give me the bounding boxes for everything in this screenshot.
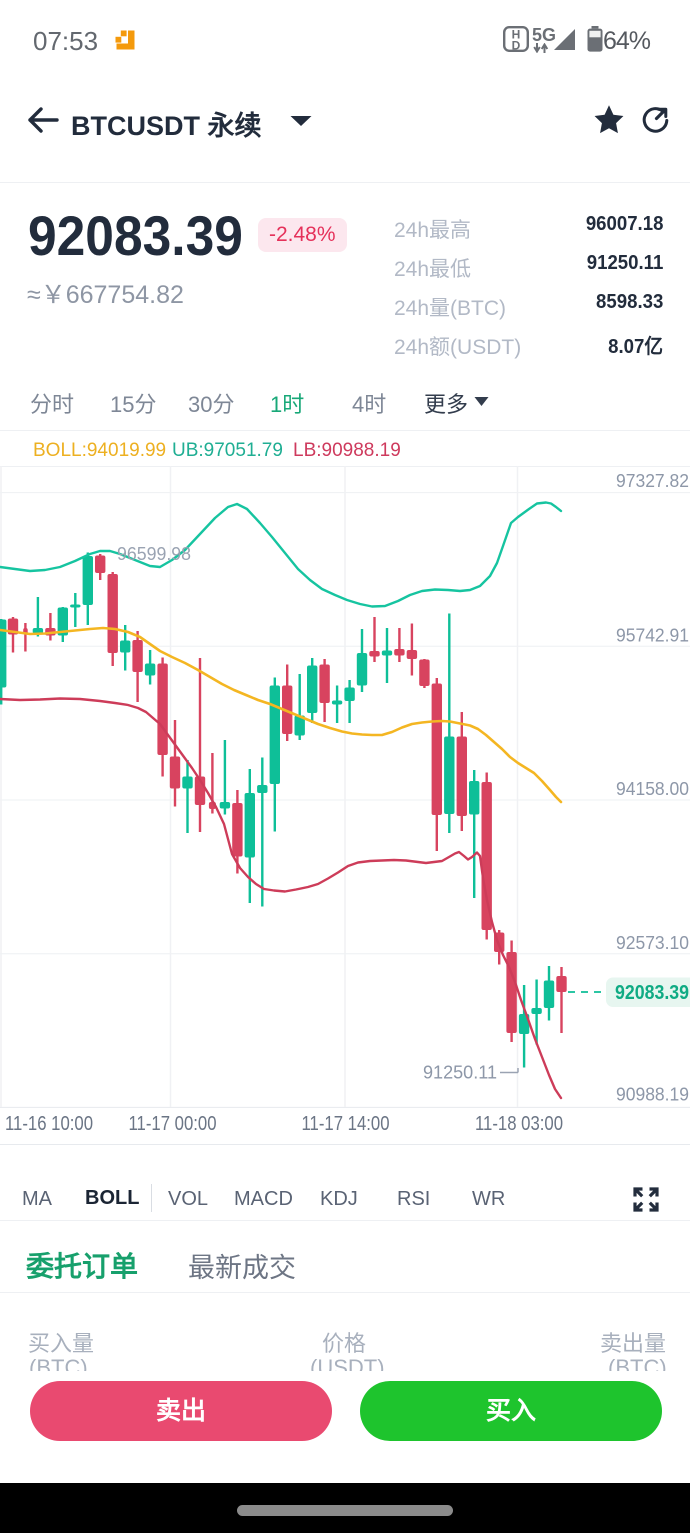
svg-text:97327.82: 97327.82 <box>616 471 689 491</box>
svg-text:95742.91: 95742.91 <box>616 626 689 646</box>
svg-text:H: H <box>512 28 521 42</box>
svg-text:D: D <box>512 39 521 53</box>
svg-text:90988.19: 90988.19 <box>616 1085 689 1105</box>
svg-text:11-18 03:00: 11-18 03:00 <box>475 1113 563 1135</box>
svg-text:92573.10: 92573.10 <box>616 933 689 953</box>
svg-text:96599.98: 96599.98 <box>117 544 191 564</box>
svg-text:91250.11: 91250.11 <box>423 1063 497 1083</box>
svg-text:11-17 14:00: 11-17 14:00 <box>302 1113 390 1135</box>
svg-text:92083.39: 92083.39 <box>615 982 689 1004</box>
svg-text:11-17 00:00: 11-17 00:00 <box>129 1113 217 1135</box>
svg-text:94158.00: 94158.00 <box>616 779 689 799</box>
svg-text:11-16 10:00: 11-16 10:00 <box>5 1113 93 1135</box>
